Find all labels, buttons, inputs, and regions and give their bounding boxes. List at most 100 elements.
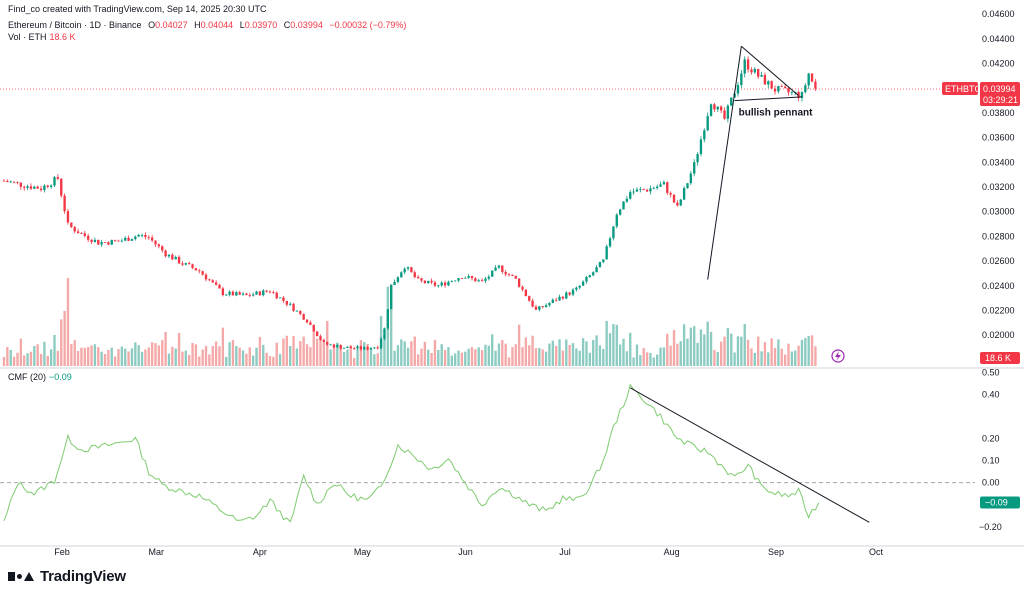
volume-bar: [342, 352, 346, 366]
candle-body: [191, 264, 194, 269]
candle-body: [521, 286, 524, 290]
volume-bar: [517, 324, 521, 366]
candle-body: [534, 306, 538, 310]
volume-bar: [507, 357, 511, 366]
price-tick-label: 0.04200: [982, 59, 1015, 69]
volume-bar: [719, 341, 723, 366]
volume-bar: [157, 345, 161, 366]
candle-body: [575, 287, 578, 290]
open-label: O: [148, 20, 156, 30]
candle-body: [225, 294, 228, 296]
candle-body: [100, 242, 103, 245]
time-tick-label: Aug: [664, 547, 680, 557]
cmf-line: [3, 383, 820, 523]
volume-bar: [746, 339, 750, 366]
volume-bar: [709, 331, 713, 366]
candle-body: [423, 280, 427, 284]
candle-body: [127, 237, 130, 241]
volume-bar: [625, 351, 629, 366]
candle-body: [602, 259, 605, 263]
price-tick-label: 0.03000: [982, 207, 1015, 217]
volume-bar: [198, 356, 201, 366]
volume-bar: [19, 338, 23, 366]
volume-bar: [110, 347, 113, 366]
candle-body: [581, 281, 585, 286]
volume-bar: [100, 351, 103, 366]
candle-body: [305, 319, 309, 323]
volume-bar: [528, 345, 531, 366]
volume-bar: [36, 344, 39, 366]
chart-caption: Find_co created with TradingView.com, Se…: [8, 4, 267, 14]
volume-bar: [770, 338, 773, 366]
volume-bar: [97, 347, 100, 366]
candle-body: [807, 73, 810, 86]
volume-bar: [659, 347, 662, 366]
volume-bar: [117, 349, 120, 366]
volume-bar: [285, 335, 288, 366]
candle-body: [369, 348, 373, 350]
candle-body: [686, 183, 689, 189]
volume-bar: [736, 336, 740, 366]
candle-body: [501, 265, 504, 272]
candle-body: [221, 288, 225, 296]
candle-body: [565, 292, 568, 299]
cmf-indicator: [0, 383, 975, 523]
candle-body: [9, 181, 12, 183]
volume-bar: [376, 353, 379, 366]
low-label: L: [239, 20, 245, 30]
tradingview-logo: TradingView: [8, 568, 126, 585]
volume-bar: [90, 345, 93, 366]
candle-body: [682, 188, 686, 200]
candle-body: [723, 110, 726, 119]
candle-body: [214, 282, 218, 285]
candle-body: [689, 173, 693, 184]
volume-bar: [262, 344, 265, 366]
volume-bar: [521, 347, 524, 366]
candle-body: [144, 234, 147, 238]
candle-body: [208, 279, 211, 281]
volume-bar: [750, 348, 753, 366]
candle-body: [541, 306, 544, 308]
volume-bar: [238, 347, 241, 366]
candle-body: [726, 105, 730, 119]
candle-body: [437, 285, 440, 287]
candle-body: [16, 181, 19, 183]
volume-bar: [514, 344, 517, 366]
candle-body: [49, 185, 53, 187]
candle-body: [561, 296, 565, 299]
volume-bar: [329, 349, 332, 366]
volume-bar: [154, 343, 157, 366]
volume-bar: [807, 335, 810, 366]
volume-bar: [635, 344, 639, 366]
volume-bar: [319, 339, 322, 366]
volume-bar: [615, 324, 618, 366]
candle-body: [480, 280, 484, 282]
volume-bar: [181, 351, 184, 366]
volume-bar: [299, 340, 302, 366]
candle-body: [709, 104, 713, 117]
volume-bar: [662, 347, 666, 366]
volume-bar: [699, 329, 703, 366]
volume-bar: [406, 347, 410, 366]
volume-bar: [602, 348, 605, 366]
volume-bar: [474, 349, 477, 366]
candle-body: [80, 233, 83, 235]
volume-bar: [309, 347, 312, 366]
volume-bar: [430, 353, 433, 366]
close-value: 0.03994: [290, 20, 323, 30]
volume-bar: [312, 332, 315, 366]
volume-bar: [144, 349, 147, 366]
candle-body: [612, 226, 615, 239]
candle-body: [231, 291, 235, 296]
volume-bar: [618, 344, 622, 366]
candle-body: [656, 186, 659, 189]
volume-bar: [228, 342, 231, 366]
volume-bar: [511, 347, 514, 366]
volume-bar: [427, 349, 430, 366]
volume-bar: [578, 350, 581, 366]
volume-bar: [460, 352, 464, 366]
volume-bar: [777, 339, 780, 366]
candle-body: [137, 234, 140, 237]
candle-body: [150, 237, 154, 241]
